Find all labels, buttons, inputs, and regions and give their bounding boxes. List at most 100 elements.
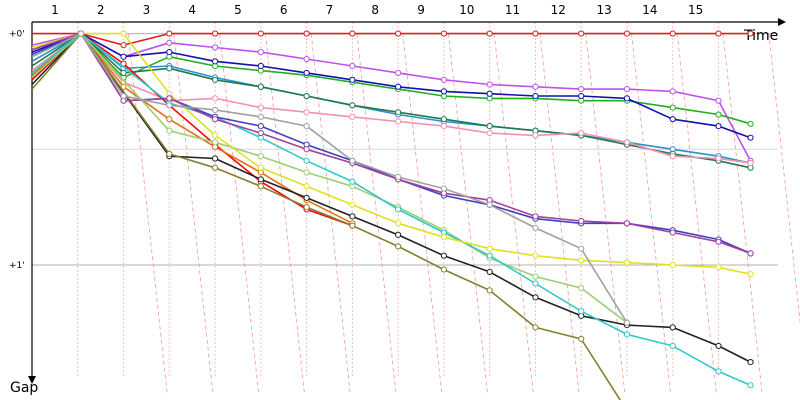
data-point xyxy=(747,359,754,366)
data-point xyxy=(747,120,754,127)
data-point xyxy=(303,30,310,37)
data-point xyxy=(166,65,173,72)
data-point xyxy=(120,69,127,77)
y-axis-label: Gap xyxy=(10,380,38,396)
data-point xyxy=(578,284,585,292)
data-point xyxy=(257,48,264,56)
data-point xyxy=(440,116,448,123)
y-axis-arrow xyxy=(28,376,36,384)
data-point xyxy=(440,76,448,83)
data-point xyxy=(395,243,402,250)
data-point xyxy=(303,146,310,153)
data-point xyxy=(211,139,219,146)
data-point xyxy=(747,160,754,167)
data-point xyxy=(669,104,676,111)
data-point xyxy=(349,30,356,37)
data-point xyxy=(166,48,173,56)
data-point xyxy=(211,76,219,83)
data-point xyxy=(211,106,219,114)
data-point xyxy=(532,83,539,90)
x-tick-label: 9 xyxy=(417,3,425,17)
data-point xyxy=(257,129,264,137)
data-point xyxy=(578,308,585,315)
data-point xyxy=(303,69,310,77)
data-point xyxy=(486,30,493,37)
data-point xyxy=(349,201,356,208)
data-point xyxy=(623,331,631,338)
data-point xyxy=(440,88,448,95)
data-point xyxy=(211,132,219,139)
data-point xyxy=(669,324,676,331)
data-point xyxy=(120,92,127,100)
data-point xyxy=(349,113,356,120)
data-point xyxy=(578,217,585,225)
data-point xyxy=(747,250,754,257)
sync-line xyxy=(676,33,717,393)
data-point xyxy=(257,30,264,37)
data-point xyxy=(715,30,722,37)
data-point xyxy=(257,83,264,90)
data-point xyxy=(715,111,722,118)
x-tick-label: 3 xyxy=(143,3,151,17)
data-point xyxy=(349,213,356,220)
sync-line xyxy=(631,33,671,393)
data-point xyxy=(395,69,402,77)
data-point xyxy=(440,185,448,192)
data-point xyxy=(257,123,264,130)
data-point xyxy=(303,109,310,116)
data-point xyxy=(395,118,402,125)
data-point xyxy=(166,39,173,46)
series-line-17 xyxy=(31,32,628,324)
x-tick-label: 8 xyxy=(371,3,379,17)
data-point xyxy=(303,123,310,130)
data-point xyxy=(486,81,493,88)
data-point xyxy=(715,368,722,375)
data-point xyxy=(486,90,493,97)
data-point xyxy=(532,273,539,280)
data-point xyxy=(532,252,539,259)
x-tick-label: 14 xyxy=(642,3,657,17)
x-tick-label: 5 xyxy=(234,3,242,17)
data-point xyxy=(532,294,539,301)
data-point xyxy=(395,206,402,213)
data-point xyxy=(211,155,219,162)
data-point xyxy=(486,201,493,208)
data-point xyxy=(715,155,722,162)
data-point xyxy=(532,324,539,331)
data-point xyxy=(120,53,127,60)
data-point xyxy=(211,95,219,102)
data-point xyxy=(715,123,722,130)
data-point xyxy=(440,234,448,241)
data-point xyxy=(623,220,631,227)
data-point xyxy=(486,123,493,130)
data-point xyxy=(120,30,127,37)
data-point xyxy=(715,342,722,350)
sync-line xyxy=(219,33,259,393)
x-tick-label: 1 xyxy=(51,3,59,17)
data-point xyxy=(77,30,85,37)
x-axis-label: Time xyxy=(743,28,778,44)
data-point xyxy=(211,30,219,37)
data-point xyxy=(747,382,754,389)
data-point xyxy=(257,164,264,171)
data-point xyxy=(747,271,754,278)
data-point xyxy=(349,222,356,229)
data-point xyxy=(669,229,676,236)
data-point xyxy=(166,127,173,134)
x-tick-label: 6 xyxy=(280,3,288,17)
data-point xyxy=(578,92,585,100)
data-point xyxy=(257,113,264,120)
data-point xyxy=(486,129,493,137)
x-tick-label: 7 xyxy=(326,3,334,17)
x-tick-label: 12 xyxy=(551,3,566,17)
data-point xyxy=(486,252,493,259)
data-point xyxy=(349,178,356,185)
data-point xyxy=(440,123,448,130)
data-point xyxy=(395,220,402,227)
data-point xyxy=(623,319,631,326)
data-point xyxy=(715,97,722,104)
data-point xyxy=(623,139,631,146)
data-point xyxy=(303,194,310,201)
data-point xyxy=(532,30,539,37)
data-point xyxy=(211,58,219,65)
